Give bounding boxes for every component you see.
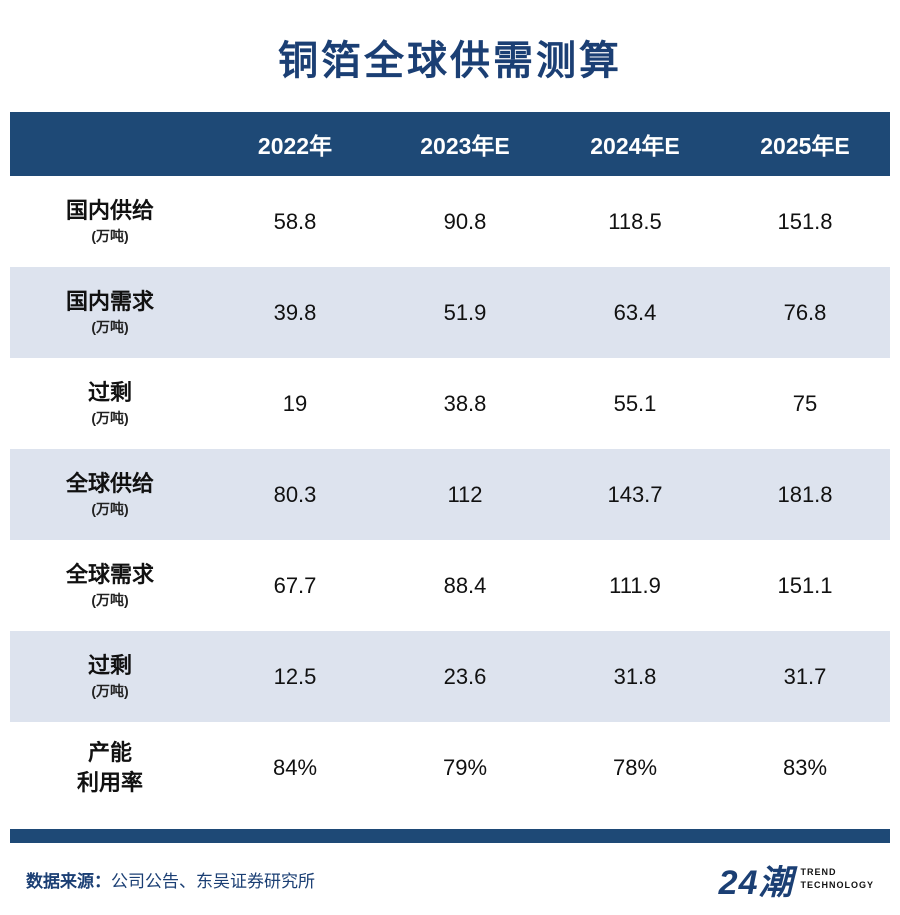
cell-value: 118.5 [608, 208, 662, 234]
data-source: 数据来源：公司公告、东吴证券研究所 [26, 867, 315, 892]
row-label-cell: 产能 利用率 [10, 739, 210, 796]
row-unit: (万吨) [91, 410, 129, 427]
cell-value: 75 [792, 390, 818, 416]
cell-value: 58.8 [273, 208, 317, 234]
cell-value: 84% [272, 754, 318, 780]
footer-divider-bar [10, 829, 890, 843]
cell-value: 151.8 [777, 208, 833, 234]
table-header-row: 2022年 2023年E 2024年E 2025年E [10, 112, 890, 176]
data-source-text: 公司公告、东吴证券研究所 [111, 871, 315, 891]
table-row-global-supply: 全球供给 (万吨) 80.3 112 143.7 181.8 [10, 449, 890, 540]
logo-subtitle: TREND TECHNOLOGY [800, 866, 874, 891]
cell-value: 181.8 [777, 481, 833, 507]
cell-value: 38.8 [443, 390, 487, 416]
table-row-global-surplus: 过剩 (万吨) 12.5 23.6 31.8 31.7 [10, 631, 890, 722]
cell-value: 23.6 [443, 663, 487, 689]
cell-value: 19 [282, 390, 308, 416]
cell-value: 63.4 [613, 299, 657, 325]
cell-value: 151.1 [777, 572, 833, 598]
header-col-2024e: 2024年E [590, 133, 680, 159]
header-col-2022: 2022年 [257, 133, 333, 159]
data-source-label: 数据来源： [26, 871, 111, 891]
logo-subtitle-line1: TREND [800, 867, 837, 878]
row-unit: (万吨) [91, 592, 129, 609]
cell-value: 78% [612, 754, 658, 780]
cell-value: 83% [782, 754, 828, 780]
row-unit: (万吨) [91, 683, 129, 700]
row-label: 全球供给 [65, 470, 154, 496]
cell-value: 51.9 [443, 299, 487, 325]
brand-logo: 24潮 TREND TECHNOLOGY [719, 855, 874, 904]
logo-subtitle-line2: TECHNOLOGY [800, 880, 874, 890]
table-row-global-demand: 全球需求 (万吨) 67.7 88.4 111.9 151.1 [10, 540, 890, 631]
supply-demand-table: 2022年 2023年E 2024年E 2025年E 国内供给 (万吨) 58.… [10, 112, 890, 813]
row-label-cell: 国内供给 (万吨) [10, 197, 210, 247]
header-col-2023e: 2023年E [420, 133, 510, 159]
logo-24chao: 24潮 [718, 863, 794, 902]
row-unit: (万吨) [91, 228, 129, 245]
row-label: 全球需求 [65, 561, 154, 587]
row-unit: (万吨) [91, 319, 129, 336]
row-label-cell: 全球需求 (万吨) [10, 561, 210, 611]
table-row-domestic-supply: 国内供给 (万吨) 58.8 90.8 118.5 151.8 [10, 176, 890, 267]
row-label: 国内需求 [65, 288, 154, 314]
cell-value: 88.4 [443, 572, 487, 598]
cell-value: 143.7 [607, 481, 663, 507]
table-row-domestic-demand: 国内需求 (万吨) 39.8 51.9 63.4 76.8 [10, 267, 890, 358]
row-label-cell: 全球供给 (万吨) [10, 470, 210, 520]
header-col-2025e: 2025年E [760, 133, 850, 159]
row-label: 过剩 [87, 652, 132, 678]
cell-value: 79% [442, 754, 488, 780]
cell-value: 31.7 [783, 663, 827, 689]
cell-value: 39.8 [273, 299, 317, 325]
cell-value: 80.3 [273, 481, 317, 507]
row-label-line2: 利用率 [76, 769, 143, 795]
cell-value: 31.8 [613, 663, 657, 689]
row-label: 过剩 [87, 379, 132, 405]
footer: 数据来源：公司公告、东吴证券研究所 24潮 TREND TECHNOLOGY [0, 843, 900, 915]
row-label-cell: 过剩 (万吨) [10, 652, 210, 702]
cell-value: 90.8 [443, 208, 487, 234]
row-label: 国内供给 [65, 197, 154, 223]
table-row-domestic-surplus: 过剩 (万吨) 19 38.8 55.1 75 [10, 358, 890, 449]
page-title: 铜箔全球供需测算 [278, 39, 622, 83]
cell-value: 67.7 [273, 572, 317, 598]
cell-value: 111.9 [609, 572, 661, 598]
cell-value: 112 [447, 481, 483, 507]
row-label-cell: 国内需求 (万吨) [10, 288, 210, 338]
table-row-capacity-utilization: 产能 利用率 84% 79% 78% 83% [10, 722, 890, 813]
cell-value: 55.1 [613, 390, 657, 416]
cell-value: 12.5 [273, 663, 317, 689]
row-label: 产能 [87, 740, 132, 765]
row-label-cell: 过剩 (万吨) [10, 379, 210, 429]
cell-value: 76.8 [783, 299, 827, 325]
row-unit: (万吨) [91, 501, 129, 518]
